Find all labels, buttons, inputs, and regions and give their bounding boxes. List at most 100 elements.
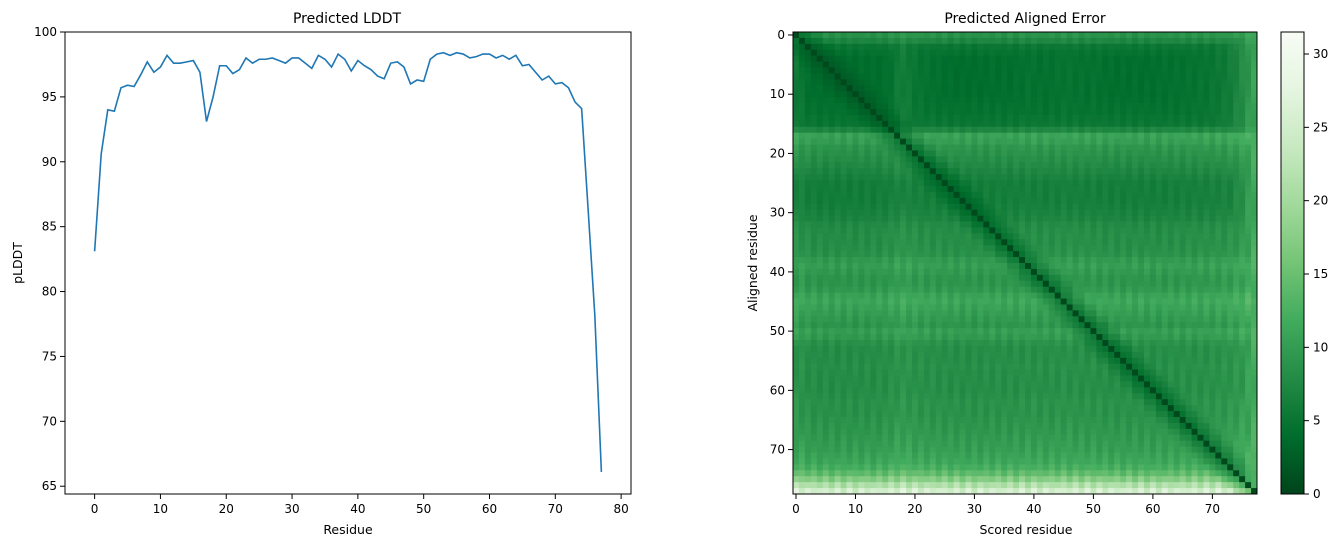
pae-cell	[1239, 381, 1246, 388]
pae-cell	[1167, 280, 1175, 288]
pae-cell	[1066, 132, 1073, 140]
pae-cell	[1239, 280, 1246, 288]
pae-cell	[1173, 322, 1181, 329]
pae-cell	[1060, 186, 1068, 193]
pae-cell	[1173, 49, 1181, 57]
pae-cell	[1203, 132, 1210, 140]
pae-cell	[1001, 274, 1008, 282]
pae-cell	[917, 215, 925, 222]
pae-cell	[1114, 180, 1121, 187]
pae-cell	[864, 316, 871, 323]
pae-cell	[1001, 37, 1008, 45]
pae-cell	[894, 37, 901, 45]
pae-cell	[929, 233, 937, 240]
pae-cell	[1245, 363, 1252, 371]
pae-cell	[911, 328, 919, 335]
pae-cell	[1239, 73, 1246, 80]
pae-cell	[840, 328, 847, 335]
pae-cell	[798, 227, 806, 234]
pae-cell	[840, 381, 847, 388]
pae-cell	[1007, 162, 1014, 169]
pae-cell	[1007, 186, 1014, 193]
pae-cell	[1155, 138, 1163, 145]
pae-cell	[941, 345, 949, 353]
pae-cell	[995, 345, 1002, 353]
pae-cell	[1185, 369, 1192, 376]
pae-cell	[846, 180, 853, 187]
pae-cell	[1066, 274, 1073, 282]
pae-cell	[793, 109, 800, 116]
pae-cell	[1138, 55, 1145, 63]
pae-cell	[1090, 316, 1097, 323]
pae-cell	[1072, 55, 1079, 63]
pae-cell	[1149, 156, 1157, 163]
pae-cell	[834, 203, 841, 211]
pae-cell	[1048, 209, 1056, 217]
pae-cell	[1221, 310, 1228, 317]
pae-cell	[1197, 274, 1204, 282]
pae-cell	[1251, 322, 1258, 329]
pae-cell	[1013, 186, 1020, 193]
pae-cell	[1013, 399, 1020, 406]
pae-cell	[1084, 340, 1091, 347]
pae-cell	[1126, 209, 1133, 217]
pae-cell	[1072, 37, 1079, 45]
pae-cell	[1078, 79, 1085, 86]
pae-cell	[947, 85, 955, 92]
pae-cell	[858, 405, 865, 412]
pae-cell	[1179, 286, 1187, 294]
pae-cell	[1185, 381, 1192, 388]
pae-cell	[804, 168, 812, 175]
pae-cell	[858, 85, 865, 92]
pae-cell	[929, 174, 937, 181]
pae-cell	[935, 67, 943, 74]
pae-cell	[810, 55, 818, 63]
pae-cell	[1078, 114, 1085, 122]
pae-cell	[1155, 49, 1163, 57]
pae-cell	[923, 239, 931, 246]
pae-cell	[1126, 286, 1133, 294]
pae-cell	[1138, 203, 1145, 211]
pae-cell	[1001, 245, 1008, 252]
pae-cell	[1126, 257, 1133, 264]
pae-cell	[917, 369, 925, 376]
pae-cell	[864, 257, 871, 264]
pae-cell	[1126, 49, 1133, 57]
pae-cell	[989, 239, 996, 246]
pae-cell	[888, 174, 895, 181]
pae-cell	[828, 387, 836, 394]
pae-cell	[828, 79, 836, 86]
pae-cell	[1030, 257, 1038, 264]
pae-cell	[804, 180, 812, 187]
pae-cell	[1161, 197, 1169, 205]
pae-cell	[1066, 245, 1073, 252]
pae-cell	[1167, 203, 1175, 211]
pae-cell	[1036, 162, 1044, 169]
pae-cell	[1155, 274, 1163, 282]
pae-cell	[894, 274, 901, 282]
pae-cell	[1001, 292, 1008, 299]
pae-cell	[1197, 138, 1204, 145]
pae-cell	[1078, 109, 1085, 116]
pae-cell	[816, 286, 824, 294]
pae-cell	[894, 32, 901, 39]
pae-cell	[941, 209, 949, 217]
pae-cell	[929, 138, 937, 145]
pae-cell	[923, 180, 931, 187]
pae-cell	[1179, 55, 1187, 63]
pae-cell	[828, 239, 836, 246]
pae-cell	[822, 393, 830, 400]
pae-cell	[858, 369, 865, 376]
pae-cell	[1019, 91, 1026, 98]
pae-cell	[1060, 316, 1068, 323]
pae-cell	[1227, 79, 1234, 86]
pae-cell	[965, 156, 972, 163]
pae-cell	[1019, 322, 1026, 329]
pae-cell	[852, 162, 859, 169]
plddt-chart: Predicted LDDT 0 10 20 30 40 50 60 70 8065707580…	[10, 11, 632, 537]
pae-cell	[1025, 144, 1032, 151]
pae-cell	[1161, 316, 1169, 323]
pae-cell	[1245, 138, 1252, 145]
pae-cell	[1030, 103, 1038, 110]
